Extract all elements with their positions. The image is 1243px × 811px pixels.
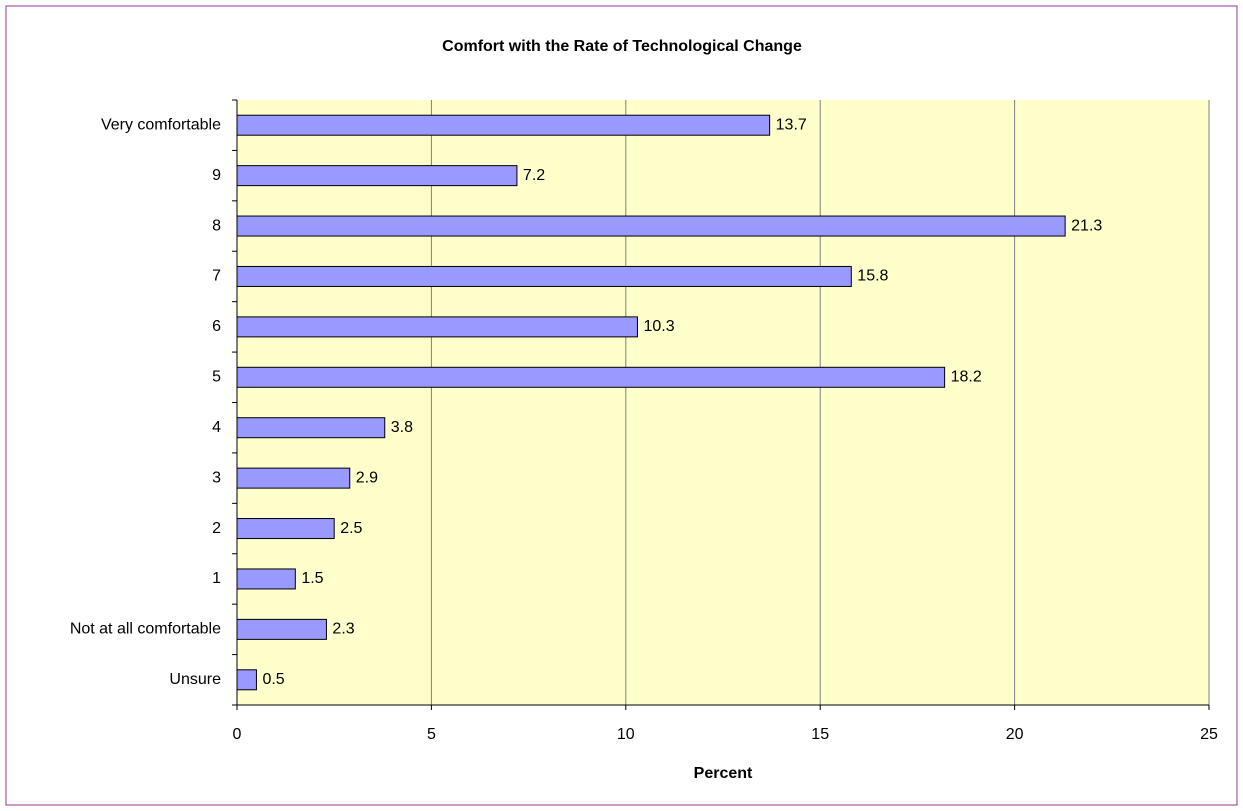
bar — [236, 518, 335, 540]
bar — [236, 669, 257, 691]
x-tick-label: 10 — [617, 726, 635, 743]
data-label: 13.7 — [776, 116, 807, 133]
bar — [236, 417, 386, 439]
chart-title: Comfort with the Rate of Technological C… — [442, 38, 802, 55]
x-tick-label: 0 — [233, 726, 242, 743]
data-label: 7.2 — [523, 167, 545, 184]
bar — [236, 366, 946, 388]
bar — [236, 165, 518, 187]
y-tick-label: 6 — [212, 318, 221, 335]
data-label: 2.5 — [340, 520, 362, 537]
y-tick-label: 7 — [212, 268, 221, 285]
bar — [236, 618, 327, 640]
bar — [236, 316, 638, 338]
y-tick-label: 3 — [212, 469, 221, 486]
y-tick-label: 1 — [212, 570, 221, 587]
x-tick-label: 20 — [1006, 726, 1024, 743]
bar — [236, 467, 351, 489]
x-axis-label: Percent — [694, 765, 753, 782]
plot-area — [237, 100, 1209, 705]
data-label: 10.3 — [643, 318, 674, 335]
data-label: 0.5 — [262, 671, 284, 688]
y-tick-label: Unsure — [169, 671, 221, 688]
bar — [236, 265, 852, 287]
y-tick-label: 9 — [212, 167, 221, 184]
x-tick-label: 25 — [1200, 726, 1218, 743]
y-tick-label: 2 — [212, 520, 221, 537]
data-label: 2.3 — [332, 621, 354, 638]
x-tick-label: 15 — [811, 726, 829, 743]
y-tick-label: 8 — [212, 217, 221, 234]
y-tick-label: Not at all comfortable — [70, 621, 221, 638]
data-label: 18.2 — [951, 369, 982, 386]
y-tick-label: Very comfortable — [101, 116, 221, 133]
bar — [236, 114, 771, 136]
y-tick-label: 5 — [212, 369, 221, 386]
bar — [236, 568, 296, 590]
x-tick-label: 5 — [427, 726, 436, 743]
data-label: 1.5 — [301, 570, 323, 587]
data-label: 2.9 — [356, 469, 378, 486]
y-tick-label: 4 — [212, 419, 221, 436]
bar — [236, 215, 1066, 237]
data-label: 21.3 — [1071, 217, 1102, 234]
data-label: 15.8 — [857, 268, 888, 285]
data-label: 3.8 — [391, 419, 413, 436]
